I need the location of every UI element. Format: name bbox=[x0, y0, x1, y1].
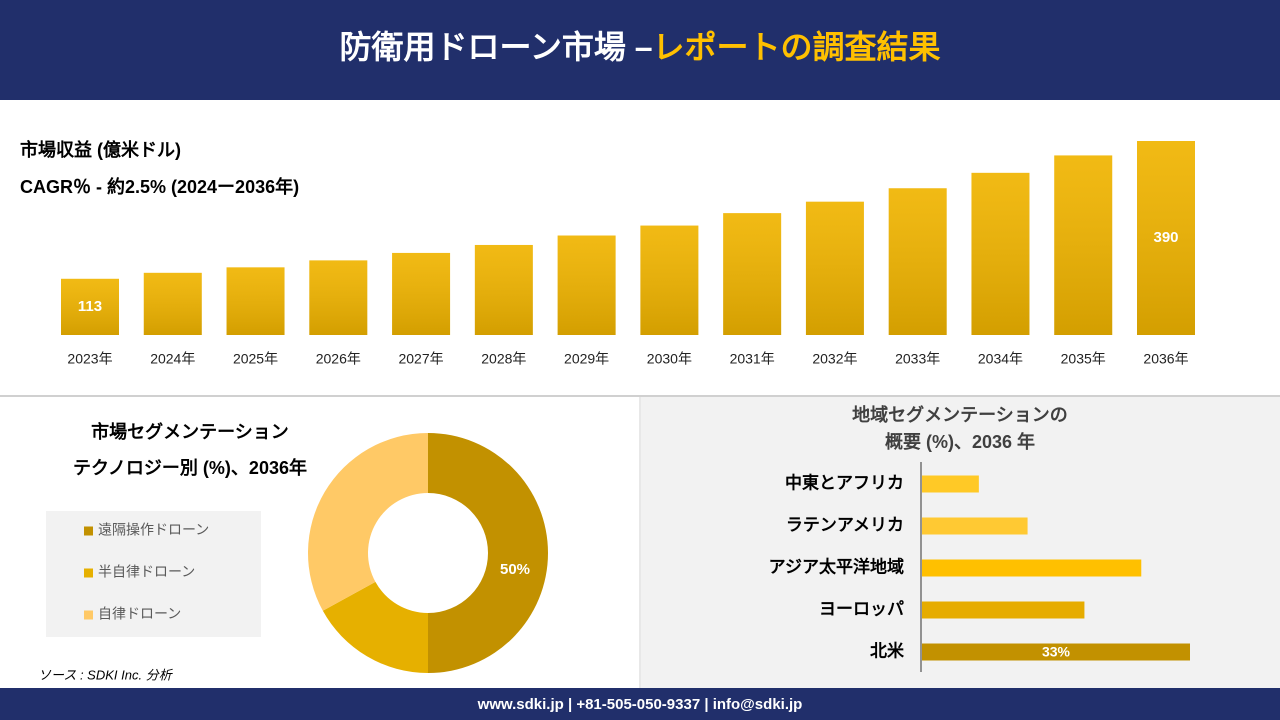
bar bbox=[922, 475, 979, 493]
x-tick-label: 2033年 bbox=[895, 351, 940, 367]
bar bbox=[922, 643, 1190, 661]
bar bbox=[640, 225, 699, 335]
bar bbox=[226, 267, 285, 335]
chart-subtitle: CAGR％ - 約2.5% (2024ー2036年) bbox=[20, 176, 299, 197]
x-tick-label: 2029年 bbox=[564, 351, 609, 367]
chart-title: 市場セグメンテーション bbox=[91, 421, 289, 442]
legend-label: 遠隔操作ドローン bbox=[98, 522, 209, 538]
footer-bg bbox=[0, 688, 1280, 720]
legend-bg bbox=[46, 511, 261, 637]
x-tick-label: 2024年 bbox=[150, 351, 195, 367]
legend-swatch bbox=[84, 568, 93, 578]
data-label: 390 bbox=[1153, 229, 1178, 246]
x-tick-label: 2030年 bbox=[647, 351, 692, 367]
category-label: ヨーロッパ bbox=[819, 599, 904, 618]
bar bbox=[557, 235, 616, 335]
bar bbox=[309, 260, 368, 335]
donut-segment bbox=[322, 581, 428, 673]
right-panel-bg bbox=[641, 397, 1280, 688]
x-tick-label: 2023年 bbox=[67, 351, 112, 367]
bar bbox=[922, 517, 1028, 535]
x-tick-label: 2028年 bbox=[481, 351, 526, 367]
legend-label: 自律ドローン bbox=[98, 606, 181, 622]
x-tick-label: 2027年 bbox=[398, 351, 443, 367]
donut-segment bbox=[428, 433, 548, 673]
legend-swatch bbox=[84, 526, 93, 536]
bar bbox=[971, 172, 1030, 335]
legend-swatch bbox=[84, 610, 93, 620]
header-bg bbox=[0, 0, 1280, 100]
bar bbox=[143, 272, 202, 335]
legend-label: 半自律ドローン bbox=[98, 564, 195, 580]
x-tick-label: 2036年 bbox=[1143, 351, 1188, 367]
bar bbox=[474, 244, 533, 335]
bar bbox=[1054, 155, 1113, 335]
x-tick-label: 2034年 bbox=[978, 351, 1023, 367]
bar bbox=[922, 601, 1085, 619]
chart-title: 概要 (%)、2036 年 bbox=[885, 431, 1035, 452]
bar bbox=[888, 188, 947, 335]
source: ソース : SDKI Inc. 分析 bbox=[38, 667, 174, 682]
data-label: 50% bbox=[500, 561, 530, 578]
x-tick-label: 2035年 bbox=[1061, 351, 1106, 367]
category-label: ラテンアメリカ bbox=[786, 515, 904, 534]
data-label: 113 bbox=[78, 298, 102, 315]
category-label: アジア太平洋地域 bbox=[769, 556, 904, 576]
chart-title: 地域セグメンテーションの bbox=[852, 404, 1068, 425]
bar bbox=[805, 201, 864, 335]
data-label: 33% bbox=[1042, 644, 1071, 660]
donut-segment bbox=[308, 433, 428, 611]
title-main: 防衛用ドローン市場 – bbox=[339, 29, 652, 65]
bar bbox=[922, 559, 1142, 577]
bar bbox=[723, 213, 782, 335]
header-title: 防衛用ドローン市場 –レポートの調査結果 bbox=[339, 29, 940, 65]
category-label: 北米 bbox=[870, 640, 905, 660]
category-label: 中東とアフリカ bbox=[785, 472, 904, 492]
chart-title: テクノロジー別 (%)、2036年 bbox=[73, 457, 307, 478]
x-tick-label: 2026年 bbox=[316, 351, 361, 367]
chart-title: 市場収益 (億米ドル) bbox=[20, 139, 181, 160]
x-tick-label: 2025年 bbox=[233, 351, 278, 367]
x-tick-label: 2031年 bbox=[730, 351, 775, 367]
bar bbox=[392, 252, 451, 335]
footer: www.sdki.jp | +81-505-050-9337 | info@sd… bbox=[477, 696, 803, 713]
x-tick-label: 2032年 bbox=[812, 351, 857, 367]
title-highlight: レポートの調査結果 bbox=[653, 29, 941, 65]
